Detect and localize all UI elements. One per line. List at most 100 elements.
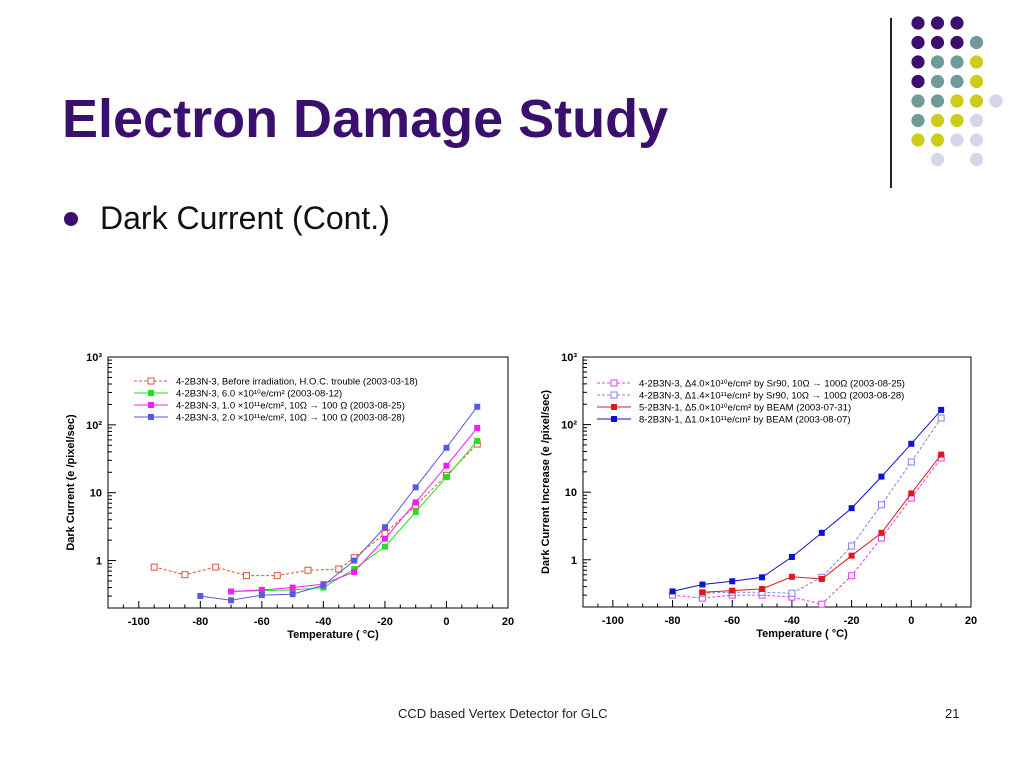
series-line — [200, 406, 478, 601]
series-line — [154, 443, 478, 577]
data-point — [150, 563, 158, 571]
bullet-text: Dark Current (Cont.) — [100, 200, 390, 236]
data-point — [474, 403, 481, 410]
data-point — [381, 535, 388, 542]
x-tick-label: -40 — [784, 615, 800, 627]
decorative-dot — [950, 16, 964, 30]
y-tick-label: 10³ — [561, 352, 577, 364]
x-tick-label: -60 — [254, 616, 270, 628]
legend-label: 5-2B3N-1, Δ5.0×10¹⁰e/cm² by BEAM (2003-0… — [639, 403, 851, 414]
data-point — [351, 568, 358, 575]
decorative-dot — [911, 74, 925, 89]
x-tick-label: -100 — [602, 615, 624, 627]
data-point — [228, 597, 235, 604]
data-point — [908, 440, 915, 447]
data-point — [381, 543, 388, 550]
data-point — [258, 586, 265, 593]
legend-label: 4-2B3N-3, 1.0 ×10¹¹e/cm², 10Ω → 100 Ω (2… — [176, 401, 405, 412]
data-point — [848, 572, 856, 580]
y-tick-label: 1 — [96, 556, 102, 568]
decorative-dot — [911, 55, 925, 69]
decorative-dot-grid — [911, 16, 1003, 167]
data-point — [938, 406, 945, 413]
data-point — [669, 588, 676, 595]
x-tick-label: 0 — [443, 616, 449, 628]
y-axis-label: Dark Current Increase (e /pixel/sec) — [540, 390, 552, 574]
decorative-dot — [911, 94, 925, 108]
decorative-dot — [950, 133, 964, 147]
decorative-dot — [930, 133, 945, 147]
data-point — [181, 571, 189, 579]
data-point — [304, 566, 312, 574]
decorative-dot — [969, 113, 984, 128]
series-line — [672, 457, 942, 605]
data-point — [729, 578, 736, 585]
data-point — [788, 553, 795, 560]
data-point — [273, 572, 281, 580]
x-tick-label: -20 — [844, 615, 860, 627]
series-line — [672, 409, 942, 592]
data-point — [788, 589, 796, 597]
decorative-dot — [969, 55, 984, 69]
decorative-dot — [969, 74, 984, 89]
legend-marker — [611, 416, 617, 422]
legend-label: 8-2B3N-1, Δ1.0×10¹¹e/cm² by BEAM (2003-0… — [639, 415, 850, 426]
data-point — [474, 424, 481, 431]
legend-marker — [147, 377, 155, 385]
data-point — [412, 508, 419, 515]
series-line — [702, 454, 942, 593]
x-axis-label: Temperature ( °C) — [756, 628, 848, 640]
data-point — [351, 557, 358, 564]
decorative-dot — [911, 35, 925, 50]
data-point — [788, 573, 795, 580]
decorative-dot — [930, 113, 945, 128]
data-point — [412, 484, 419, 491]
x-tick-label: -100 — [128, 616, 150, 628]
data-point — [908, 490, 915, 497]
y-tick-label: 10² — [86, 420, 102, 432]
data-point — [258, 592, 265, 599]
page-number: 21 — [945, 706, 960, 721]
data-point — [412, 499, 419, 506]
data-point — [848, 505, 855, 512]
decorative-dot — [969, 152, 984, 167]
decorative-dot — [950, 35, 964, 50]
x-tick-label: 20 — [502, 616, 514, 628]
y-tick-label: 1 — [571, 555, 577, 567]
decorative-dot — [969, 133, 984, 147]
y-tick-label: 10² — [561, 420, 577, 432]
x-tick-label: -60 — [724, 615, 740, 627]
decorative-dot — [969, 94, 984, 108]
dark-current-increase-chart: -100 -80 -60 -40 -20 0 20 1 10 10² 10³ Temperature … — [540, 352, 977, 640]
decorative-dot — [950, 74, 964, 89]
decorative-dot — [911, 133, 925, 147]
legend-label: 4-2B3N-3, Δ1.4×10¹¹e/cm² by Sr90, 10Ω → … — [639, 391, 904, 402]
data-point — [877, 534, 885, 542]
data-point — [759, 574, 766, 581]
series-line — [702, 417, 942, 594]
data-point — [212, 563, 220, 571]
legend-marker — [148, 390, 154, 396]
footer-title: CCD based Vertex Detector for GLC — [398, 706, 608, 721]
x-tick-label: -80 — [665, 615, 681, 627]
data-point — [443, 462, 450, 469]
bullet-dot-icon — [64, 211, 78, 226]
dark-current-chart: -100 -80 -60 -40 -20 0 20 1 10 10² 10³ Temperature … — [65, 352, 514, 641]
decorative-dot — [950, 94, 964, 108]
legend-label: 4-2B3N-3, Before irradiation, H.O.C. tro… — [176, 377, 418, 388]
y-axis-label: Dark Current (e /pixel/sec) — [65, 414, 77, 551]
data-point — [335, 565, 343, 573]
data-point — [242, 572, 250, 580]
slide-title: Electron Damage Study — [62, 89, 669, 149]
bullet-item: Dark Current (Cont.) — [64, 200, 390, 237]
decorative-dot — [930, 152, 945, 167]
decorative-dot — [930, 55, 945, 69]
data-point — [197, 593, 204, 600]
data-point — [729, 587, 736, 594]
x-tick-label: 20 — [965, 615, 977, 627]
legend-label: 4-2B3N-3, Δ4.0×10¹⁰e/cm² by Sr90, 10Ω → … — [639, 379, 905, 390]
data-point — [443, 474, 450, 481]
legend-label: 4-2B3N-3, 2.0 ×10¹¹e/cm², 10Ω → 100 Ω (2… — [176, 413, 405, 424]
data-point — [818, 575, 825, 582]
decorative-dot — [911, 113, 925, 128]
